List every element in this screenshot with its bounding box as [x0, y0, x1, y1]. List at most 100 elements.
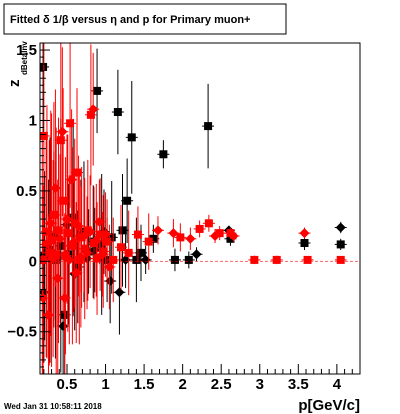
plot-frame	[39, 42, 361, 375]
data-point-diamond	[40, 292, 49, 303]
data-point-square	[42, 227, 51, 236]
data-point-square	[40, 251, 49, 260]
data-point-square	[159, 150, 168, 159]
data-point-square	[93, 254, 102, 263]
data-point-square	[113, 108, 122, 117]
data-point-square	[204, 122, 213, 131]
data-point-square	[40, 131, 48, 140]
data-point-diamond	[140, 254, 151, 265]
x-tick-label: 4	[333, 376, 342, 393]
data-point-square	[226, 229, 235, 238]
data-point-diamond	[228, 230, 239, 241]
data-point-diamond	[82, 247, 93, 258]
data-point-square	[45, 248, 54, 257]
data-point-diamond	[64, 254, 75, 265]
data-point-diamond	[88, 104, 99, 115]
data-point-square	[195, 224, 204, 233]
data-point-diamond	[97, 249, 108, 260]
y-axis-label: z	[6, 80, 23, 88]
title-box	[3, 3, 287, 35]
data-point-diamond	[191, 249, 202, 260]
data-point-square	[116, 243, 125, 252]
data-point-square	[137, 248, 146, 257]
data-point-diamond	[168, 228, 179, 239]
x-tick-label: 2	[178, 376, 186, 393]
data-point-square	[144, 237, 153, 246]
data-point-square	[176, 233, 185, 242]
data-point-square	[66, 119, 75, 128]
data-point-square	[47, 236, 56, 245]
data-point-diamond	[91, 235, 102, 246]
data-point-square	[336, 255, 345, 264]
y-axis-title: z dBetaInv	[6, 41, 29, 87]
data-point-square	[149, 234, 158, 243]
data-point-square	[73, 262, 82, 271]
x-tick-label: 1.5	[134, 376, 155, 393]
data-point-square	[184, 255, 193, 264]
data-point-diamond	[75, 252, 86, 263]
data-marks	[40, 43, 360, 374]
data-point-square	[303, 255, 312, 264]
data-point-diamond	[85, 226, 96, 237]
data-point-square	[123, 196, 132, 205]
y-tick-label: 1.5	[16, 42, 37, 59]
data-point-square	[272, 255, 281, 264]
chart-title: Fitted δ 1/β versus η and p for Primary …	[10, 14, 250, 26]
data-point-square	[127, 133, 136, 142]
x-tick-label: 1	[101, 376, 109, 393]
data-point-square	[103, 237, 112, 246]
data-point-square	[59, 196, 68, 205]
y-tick-label: 0	[29, 253, 37, 270]
data-point-diamond	[100, 229, 111, 240]
x-tick-label: 3.5	[288, 376, 309, 393]
data-point-square	[204, 219, 213, 228]
data-point-square	[170, 255, 179, 264]
data-point-square	[133, 230, 142, 239]
data-point-diamond	[152, 225, 163, 236]
series-3	[40, 47, 311, 374]
data-point-diamond	[104, 261, 115, 272]
data-point-square	[300, 239, 309, 248]
data-point-square	[86, 110, 95, 119]
axis-ticks: 0.5 1 1.5 2 2.5 3 3.5 4 −0.5 0 0.5 1 1.5	[7, 42, 353, 393]
data-point-square	[93, 86, 102, 95]
data-point-square	[336, 240, 345, 249]
y-tick-label: 1	[29, 112, 37, 129]
data-point-square	[132, 255, 141, 264]
data-point-square	[56, 136, 65, 145]
data-point-square	[63, 229, 72, 238]
timestamp: Wed Jan 31 10:58:11 2018	[4, 402, 102, 411]
data-point-square	[54, 226, 63, 235]
data-point-square	[97, 240, 106, 249]
data-point-square	[68, 241, 77, 250]
data-point-diamond	[210, 230, 221, 241]
data-point-square	[70, 219, 79, 228]
data-point-diamond	[120, 254, 131, 265]
data-point-diamond	[55, 233, 66, 244]
data-point-square	[69, 213, 78, 222]
data-point-diamond	[57, 126, 68, 137]
data-point-square	[250, 255, 259, 264]
data-point-square	[49, 210, 58, 219]
x-tick-label: 0.5	[57, 376, 78, 393]
data-point-diamond	[105, 276, 116, 287]
data-point-square	[109, 255, 118, 264]
y-tick-label: 0.5	[16, 183, 37, 200]
y-axis-label-subscript: dBetaInv	[20, 41, 29, 75]
data-point-square	[56, 241, 65, 250]
data-point-square	[73, 168, 82, 177]
data-point-diamond	[114, 287, 125, 298]
data-point-square	[124, 248, 133, 257]
y-tick-label: −0.5	[7, 324, 37, 341]
data-point-diamond	[335, 222, 346, 233]
data-point-square	[118, 226, 127, 235]
x-tick-label: 2.5	[211, 376, 232, 393]
data-point-diamond	[94, 216, 105, 227]
data-point-square	[52, 250, 61, 259]
x-tick-label: 3	[256, 376, 264, 393]
data-point-diamond	[185, 233, 196, 244]
data-point-diamond	[299, 228, 310, 239]
data-point-diamond	[78, 230, 89, 241]
x-axis-label: p[GeV/c]	[298, 397, 360, 414]
